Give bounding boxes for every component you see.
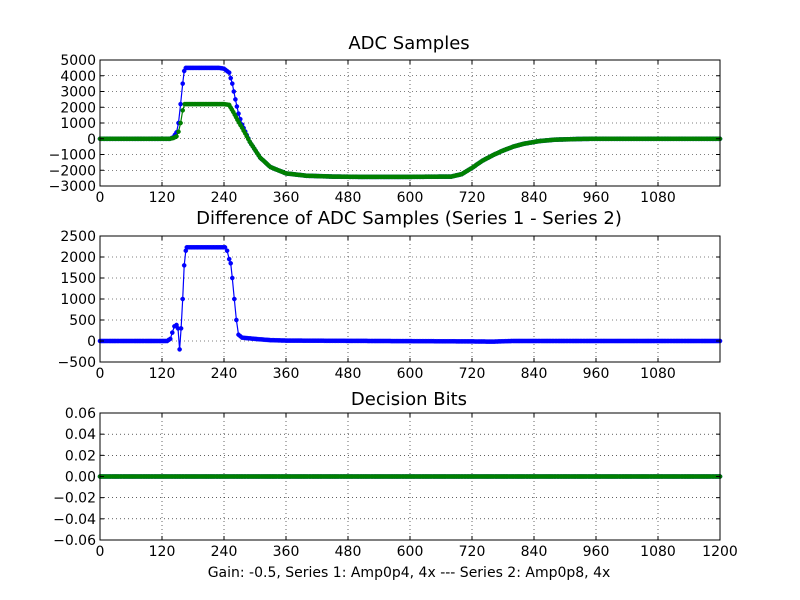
data-point — [229, 81, 235, 86]
difference-ticks: 0 120 240 360 480 600 720 840 960 1080−5000500100… — [58, 229, 720, 382]
y-tick-label: 1500 — [60, 271, 96, 287]
difference-title: Difference of ADC Samples (Series 1 - Se… — [196, 208, 622, 229]
y-tick-label: 0.02 — [65, 448, 96, 464]
x-tick-label: 720 — [459, 544, 486, 560]
y-tick-label: 2500 — [60, 229, 96, 245]
x-tick-label: 480 — [335, 366, 362, 382]
x-tick-label: 1080 — [640, 190, 676, 206]
data-point — [177, 347, 182, 352]
data-point — [228, 75, 233, 81]
x-tick-label: 120 — [149, 366, 176, 382]
data-point — [176, 129, 181, 134]
x-tick-label: 480 — [335, 544, 362, 560]
decision-bits-title: Decision Bits — [351, 389, 467, 410]
y-tick-label: 0 — [87, 334, 96, 350]
data-point — [167, 336, 173, 342]
y-tick-label: 0.00 — [65, 470, 96, 486]
y-tick-label: 3000 — [60, 85, 96, 101]
adc-samples-panel: ADC Samples 0 120 240 360 480 600 720 840 960 108… — [49, 33, 723, 206]
data-point — [224, 248, 230, 253]
y-tick-label: −1000 — [49, 148, 96, 164]
x-tick-label: 240 — [211, 190, 238, 206]
x-tick-label: 840 — [521, 544, 548, 560]
x-tick-label: 600 — [397, 190, 424, 206]
x-tick-label: 240 — [211, 544, 238, 560]
x-tick-label: 0 — [96, 544, 105, 560]
data-point — [234, 104, 240, 109]
data-point — [231, 89, 237, 94]
y-tick-label: 5000 — [60, 53, 96, 69]
y-tick-label: 0.04 — [65, 427, 96, 443]
difference-series — [97, 244, 723, 352]
y-tick-label: 4000 — [60, 69, 96, 85]
data-point — [231, 296, 237, 302]
y-tick-label: 1000 — [60, 292, 96, 308]
y-tick-label: 500 — [69, 313, 96, 329]
x-tick-label: 360 — [273, 544, 300, 560]
x-tick-label: 840 — [521, 366, 548, 382]
x-tick-label: 120 — [149, 544, 176, 560]
x-tick-label: 0 — [96, 190, 105, 206]
x-tick-label: 0 — [96, 366, 105, 382]
x-tick-label: 600 — [397, 544, 424, 560]
x-tick-label: 960 — [583, 366, 610, 382]
y-tick-label: −0.04 — [53, 512, 96, 528]
data-point — [174, 134, 179, 139]
data-point — [178, 120, 183, 126]
x-tick-label: 720 — [459, 190, 486, 206]
data-point — [180, 296, 185, 302]
data-point — [236, 111, 241, 116]
data-point — [169, 330, 175, 335]
adc-samples-title: ADC Samples — [348, 33, 469, 54]
y-tick-label: −0.06 — [53, 533, 96, 549]
y-tick-label: 2000 — [60, 250, 96, 266]
x-tick-label: 1200 — [702, 544, 738, 560]
x-tick-label: 120 — [149, 190, 176, 206]
y-tick-label: 0.06 — [65, 406, 96, 422]
x-tick-label: 480 — [335, 190, 362, 206]
x-tick-label: 360 — [273, 190, 300, 206]
data-point — [178, 326, 184, 331]
y-tick-label: 0 — [87, 132, 96, 148]
figure-xlabel: Gain: -0.5, Series 1: Amp0p4, 4x --- Ser… — [208, 565, 611, 581]
data-point — [226, 70, 232, 75]
data-point — [233, 97, 238, 102]
x-tick-label: 600 — [397, 366, 424, 382]
adc-ticks: 0 120 240 360 480 600 720 840 960 1080 −3000−2000−… — [49, 53, 720, 206]
data-point — [228, 260, 233, 266]
data-point — [229, 275, 235, 281]
x-tick-label: 960 — [583, 544, 610, 560]
data-point — [180, 108, 185, 113]
x-tick-label: 840 — [521, 190, 548, 206]
y-tick-label: 2000 — [60, 100, 96, 116]
y-tick-label: −3000 — [49, 179, 96, 195]
decision-bits-ticks: 0 120 240 360 480 600 720 840 960 1080 1200 −0.06 −0… — [53, 406, 738, 560]
data-point — [234, 317, 239, 323]
difference-panel: Difference of ADC Samples (Series 1 - Se… — [58, 208, 723, 382]
y-tick-label: −500 — [58, 355, 96, 371]
data-point — [226, 256, 232, 262]
y-tick-label: 1000 — [60, 116, 96, 132]
data-point — [180, 81, 185, 86]
decision-bits-series — [97, 474, 723, 479]
decision-bits-panel: Decision Bits 0 120 240 360 480 600 720 840 960 1… — [53, 389, 738, 560]
x-tick-label: 240 — [211, 366, 238, 382]
y-tick-label: −2000 — [49, 163, 96, 179]
x-tick-label: 360 — [273, 366, 300, 382]
data-point — [222, 244, 228, 250]
x-tick-label: 960 — [583, 190, 610, 206]
y-tick-label: −0.02 — [53, 491, 96, 507]
data-point — [178, 101, 183, 107]
x-tick-label: 720 — [459, 366, 486, 382]
data-point — [181, 263, 187, 268]
x-tick-label: 1080 — [640, 366, 676, 382]
x-tick-label: 1080 — [640, 544, 676, 560]
